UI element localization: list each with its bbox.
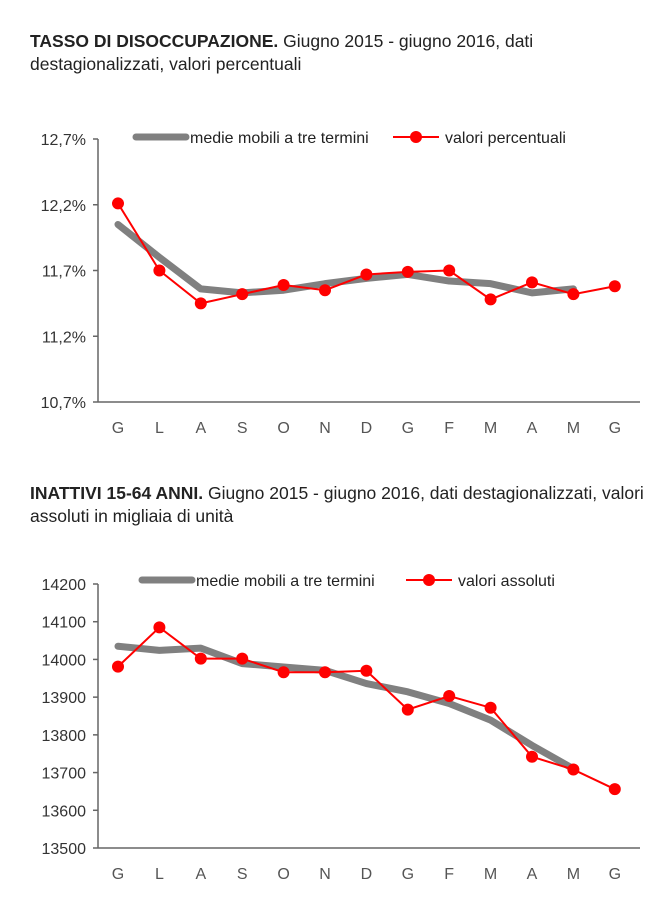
data-point: [277, 278, 290, 291]
legend-values-marker: [410, 131, 422, 143]
data-point: [526, 276, 538, 289]
data-point: [567, 763, 580, 776]
data-point: [567, 288, 580, 301]
x-tick-label: S: [237, 420, 248, 437]
chart-1-title: TASSO DI DISOCCUPAZIONE. Giugno 2015 - g…: [30, 30, 650, 76]
y-tick-label: 13600: [42, 803, 87, 820]
x-tick-label: M: [567, 420, 580, 437]
x-tick-label: G: [609, 420, 621, 437]
x-tick-label: G: [609, 866, 621, 883]
y-tick-label: 13500: [42, 841, 87, 858]
x-tick-label: G: [402, 420, 414, 437]
x-tick-label: G: [112, 866, 124, 883]
data-point: [401, 265, 414, 278]
x-tick-label: A: [527, 420, 538, 437]
data-point: [277, 666, 290, 679]
data-point: [319, 284, 331, 297]
x-tick-label: D: [361, 866, 373, 883]
y-tick-label: 12,7%: [41, 132, 86, 149]
x-tick-label: F: [444, 866, 454, 883]
series-values-line: [117, 626, 616, 791]
data-point: [112, 197, 124, 210]
title-rest: Giugno 2015 - giugno 2016, dati destagio…: [30, 483, 644, 526]
x-tick-label: N: [319, 420, 331, 437]
x-tick-label: O: [277, 866, 289, 883]
legend-moving-average-label: medie mobili a tre termini: [190, 130, 369, 147]
data-point: [401, 703, 414, 716]
data-point: [319, 666, 331, 679]
data-point: [194, 297, 207, 310]
x-tick-label: O: [277, 420, 289, 437]
x-tick-label: A: [195, 866, 206, 883]
series-moving-average-line: [114, 642, 577, 773]
x-tick-label: M: [484, 420, 497, 437]
data-point: [153, 264, 166, 277]
y-tick-label: 13700: [42, 766, 87, 783]
x-tick-label: M: [484, 866, 497, 883]
y-tick-label: 13800: [42, 728, 87, 745]
chart-2-title: INATTIVI 15-64 ANNI. Giugno 2015 - giugn…: [30, 482, 650, 528]
x-tick-label: G: [112, 420, 124, 437]
data-point: [443, 264, 456, 277]
series-moving-average-line: [114, 220, 577, 297]
data-point: [608, 280, 621, 293]
data-point: [236, 288, 249, 301]
data-point: [194, 652, 207, 665]
x-tick-label: S: [237, 866, 248, 883]
x-tick-label: F: [444, 420, 454, 437]
x-tick-label: G: [402, 866, 414, 883]
x-tick-label: M: [567, 866, 580, 883]
x-tick-label: A: [195, 420, 206, 437]
data-point: [526, 750, 538, 763]
y-tick-label: 11,7%: [42, 264, 86, 281]
legend-values-marker: [423, 574, 435, 586]
unemployment-chart: 10,7% 11,2% 11,7% 12,2% 12,7% G L A S O N D G F M A M Gme…: [41, 130, 640, 437]
x-tick-label: D: [361, 420, 373, 437]
y-tick-label: 14200: [42, 577, 87, 594]
x-tick-label: L: [155, 420, 164, 437]
data-point: [360, 268, 373, 281]
title-rest: Giugno 2015 - giugno 2016, dati destagio…: [30, 31, 534, 74]
data-point: [484, 701, 497, 714]
data-point: [608, 783, 621, 796]
y-tick-label: 14100: [42, 615, 87, 632]
y-tick-label: 13900: [42, 690, 87, 707]
legend-values-label: valori assoluti: [458, 573, 555, 590]
title-bold: INATTIVI 15-64 ANNI.: [30, 483, 204, 503]
data-point: [236, 652, 249, 665]
y-tick-label: 10,7%: [41, 395, 86, 412]
x-tick-label: N: [319, 866, 331, 883]
legend-moving-average-label: medie mobili a tre termini: [196, 573, 375, 590]
y-tick-label: 14000: [42, 652, 87, 669]
legend-values-label: valori percentuali: [445, 130, 566, 147]
data-point: [153, 621, 166, 634]
y-tick-label: 12,2%: [41, 198, 86, 215]
data-point: [112, 660, 124, 673]
data-point: [484, 293, 497, 306]
x-tick-label: L: [155, 866, 164, 883]
data-point: [360, 664, 373, 677]
data-point: [443, 690, 456, 703]
x-tick-label: A: [527, 866, 538, 883]
title-bold: TASSO DI DISOCCUPAZIONE.: [30, 31, 279, 51]
y-tick-label: 11,2%: [42, 329, 86, 346]
